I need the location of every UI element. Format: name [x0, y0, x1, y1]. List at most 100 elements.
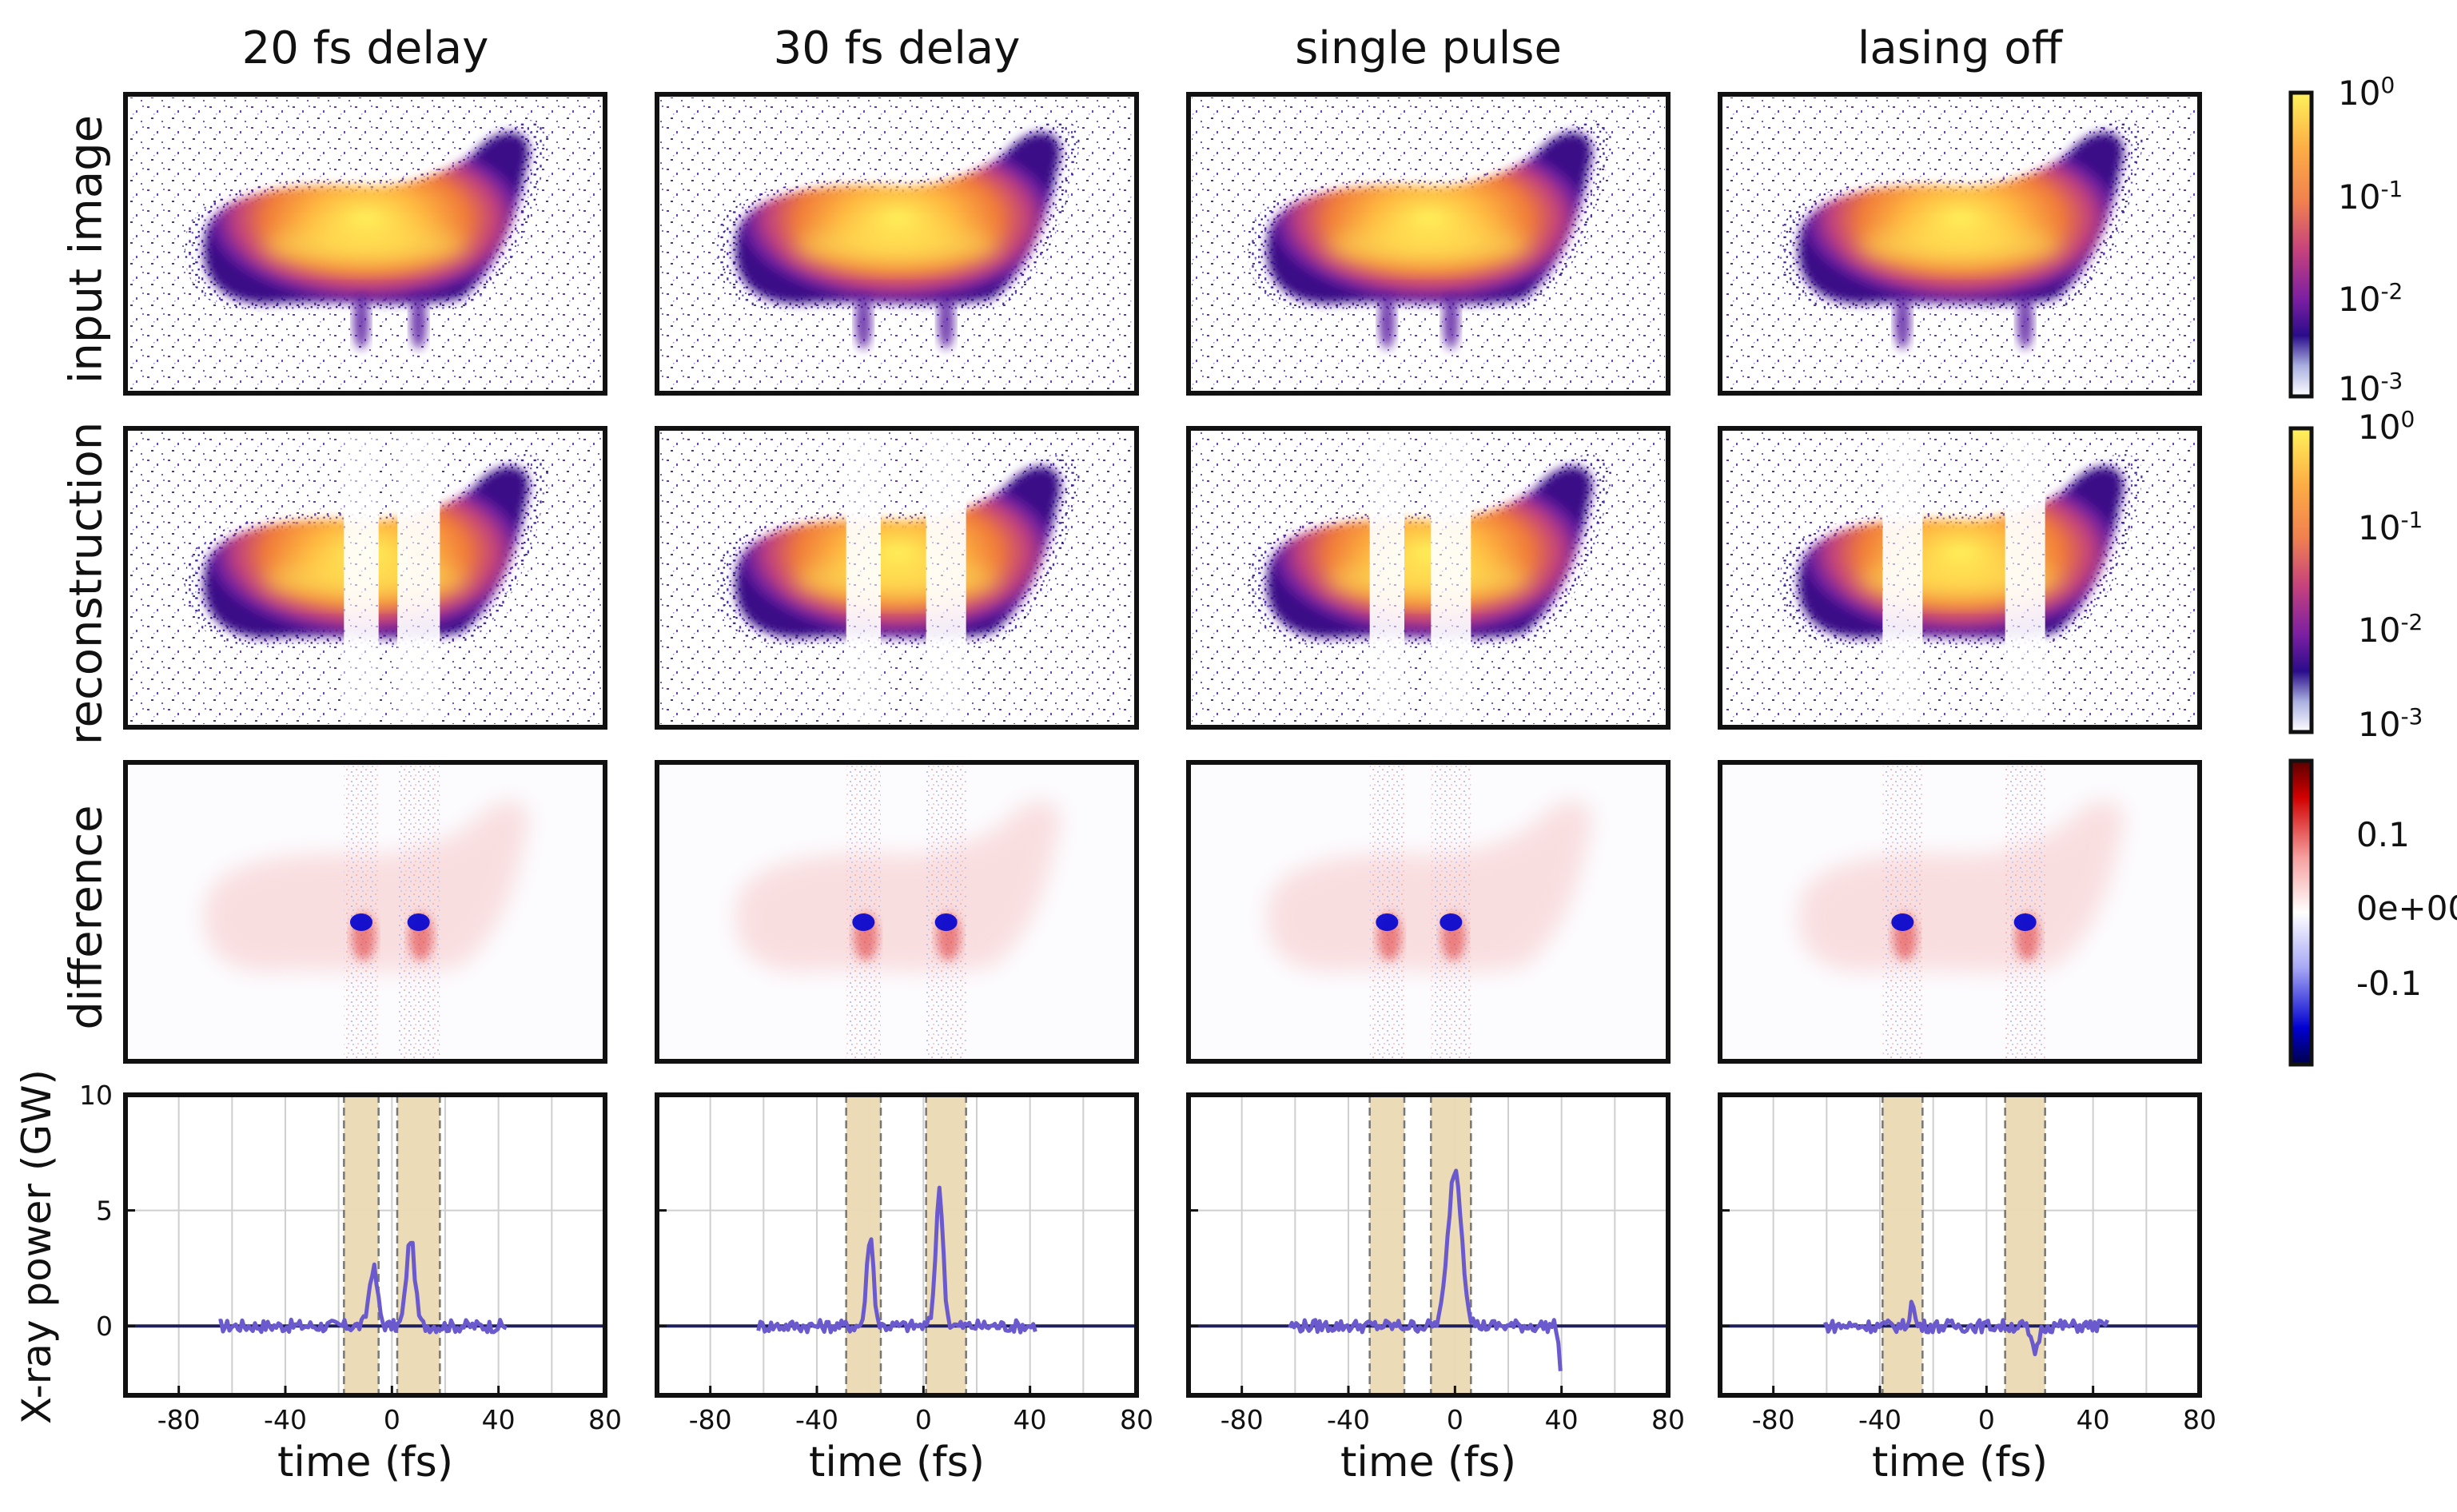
beam-image: [1798, 132, 2124, 304]
x-tick-label: -40: [264, 1404, 307, 1435]
x-tick-label: -80: [1752, 1404, 1795, 1435]
beam-core: [793, 559, 1001, 601]
y-tick-label: 0: [96, 1311, 113, 1342]
difference-band: [397, 766, 440, 1058]
plot-frame: [1186, 1092, 1671, 1398]
difference-blue-spot: [1891, 913, 1914, 931]
panel-frame: [123, 92, 607, 396]
lasing-streak: [1443, 295, 1459, 349]
lasing-streak: [1894, 295, 1911, 349]
column-title-4: lasing off: [1857, 22, 2063, 74]
panel-frame: [655, 92, 1139, 396]
power-trace: [218, 1240, 508, 1335]
colorbar3-tick-2: -0.1: [2356, 964, 2422, 1003]
x-tick-label: 0: [1978, 1404, 1995, 1435]
beam-core: [793, 225, 1001, 267]
difference-blue-spot: [1440, 913, 1463, 931]
x-tick-label: 0: [1447, 1404, 1463, 1435]
pulse-window: [344, 1095, 379, 1395]
x-tick-label: -80: [1221, 1404, 1264, 1435]
colorbar1-tick-3: 10-3: [2338, 368, 2403, 408]
x-tick-label: 40: [2077, 1404, 2110, 1435]
x-tick-label: -40: [1327, 1404, 1370, 1435]
difference-band: [1369, 766, 1404, 1058]
mask-band-noise: [1431, 432, 1471, 724]
x-axis-label-2: time (fs): [809, 1438, 985, 1486]
beam-image: [735, 132, 1061, 304]
column-title-3: single pulse: [1295, 22, 1562, 74]
colorbar2-tick-0: 100: [2358, 406, 2415, 447]
pulse-window: [397, 1095, 440, 1395]
mask-band-noise: [1369, 432, 1404, 724]
difference-blue-spot: [852, 913, 875, 931]
panel-frame: [1718, 92, 2202, 396]
difference-band: [926, 766, 966, 1058]
y-tick-label: 10: [79, 1080, 113, 1111]
plot-frame: [1718, 1092, 2202, 1398]
x-tick-label: 80: [588, 1404, 622, 1435]
panel-frame: [1186, 426, 1671, 730]
difference-blue-spot: [1376, 913, 1399, 931]
beam-core: [1324, 559, 1532, 601]
panel-frame: [655, 426, 1139, 730]
y-tick-label: 5: [96, 1196, 113, 1227]
power-trace: [756, 1185, 1037, 1335]
beam-image: [204, 132, 529, 304]
lasing-streak: [938, 295, 954, 349]
x-axis-label-1: time (fs): [277, 1438, 453, 1486]
pulse-window: [926, 1095, 966, 1395]
plot-frame: [655, 1092, 1139, 1398]
x-tick-label: -40: [795, 1404, 838, 1435]
beam-core: [1856, 225, 2064, 267]
mask-band-noise: [1882, 432, 1923, 724]
panel-frame: [1186, 92, 1671, 396]
difference-blue-spot: [350, 913, 372, 931]
difference-residual: [735, 800, 1061, 972]
plot-bg: [1189, 1095, 1668, 1395]
lasing-streak: [2017, 295, 2033, 349]
plot-frame: [123, 1092, 607, 1398]
colorbar2-tick-1: 10-1: [2358, 507, 2423, 547]
colorbar1-tick-0: 100: [2338, 72, 2395, 113]
difference-blue-spot: [934, 913, 958, 931]
x-tick-label: 0: [384, 1404, 400, 1435]
difference-band: [344, 766, 379, 1058]
mask-band-noise: [846, 432, 881, 724]
mask-band-noise: [397, 432, 440, 724]
lasing-streak: [855, 295, 872, 349]
column-title-2: 30 fs delay: [773, 22, 1021, 74]
beam-image: [735, 466, 1061, 638]
plot-bg: [1720, 1095, 2200, 1395]
colorbar-input: [2288, 90, 2314, 399]
x-tick-label: 0: [915, 1404, 932, 1435]
panel-frame: [655, 760, 1139, 1064]
x-tick-label: -80: [689, 1404, 732, 1435]
colorbar-reconstruction: [2288, 426, 2314, 734]
x-tick-label: 40: [482, 1404, 516, 1435]
colorbar2-tick-2: 10-2: [2358, 609, 2423, 650]
x-tick-label: 80: [1651, 1404, 1685, 1435]
pulse-window: [1369, 1095, 1404, 1395]
power-trace: [1823, 1299, 2109, 1357]
power-trace: [1288, 1168, 1563, 1371]
colorbar1-tick-2: 10-2: [2338, 278, 2403, 319]
x-tick-label: -40: [1858, 1404, 1901, 1435]
panel-frame: [1718, 426, 2202, 730]
difference-residual: [1267, 800, 1592, 972]
mask-band-noise: [926, 432, 966, 724]
mask-band-noise: [344, 432, 379, 724]
beam-image: [1267, 466, 1592, 638]
panel-frame: [123, 760, 607, 1064]
colorbar3-tick-0: 0.1: [2356, 815, 2410, 854]
lasing-streak: [1379, 295, 1396, 349]
beam-core: [1324, 225, 1532, 267]
difference-blue-spot: [2013, 913, 2037, 931]
difference-band: [846, 766, 881, 1058]
difference-blue-spot: [407, 913, 430, 931]
x-tick-label: 80: [2183, 1404, 2216, 1435]
x-tick-label: -80: [157, 1404, 201, 1435]
panel-frame: [123, 426, 607, 730]
colorbar1-tick-1: 10-1: [2338, 176, 2403, 217]
x-axis-label-4: time (fs): [1872, 1438, 2048, 1486]
